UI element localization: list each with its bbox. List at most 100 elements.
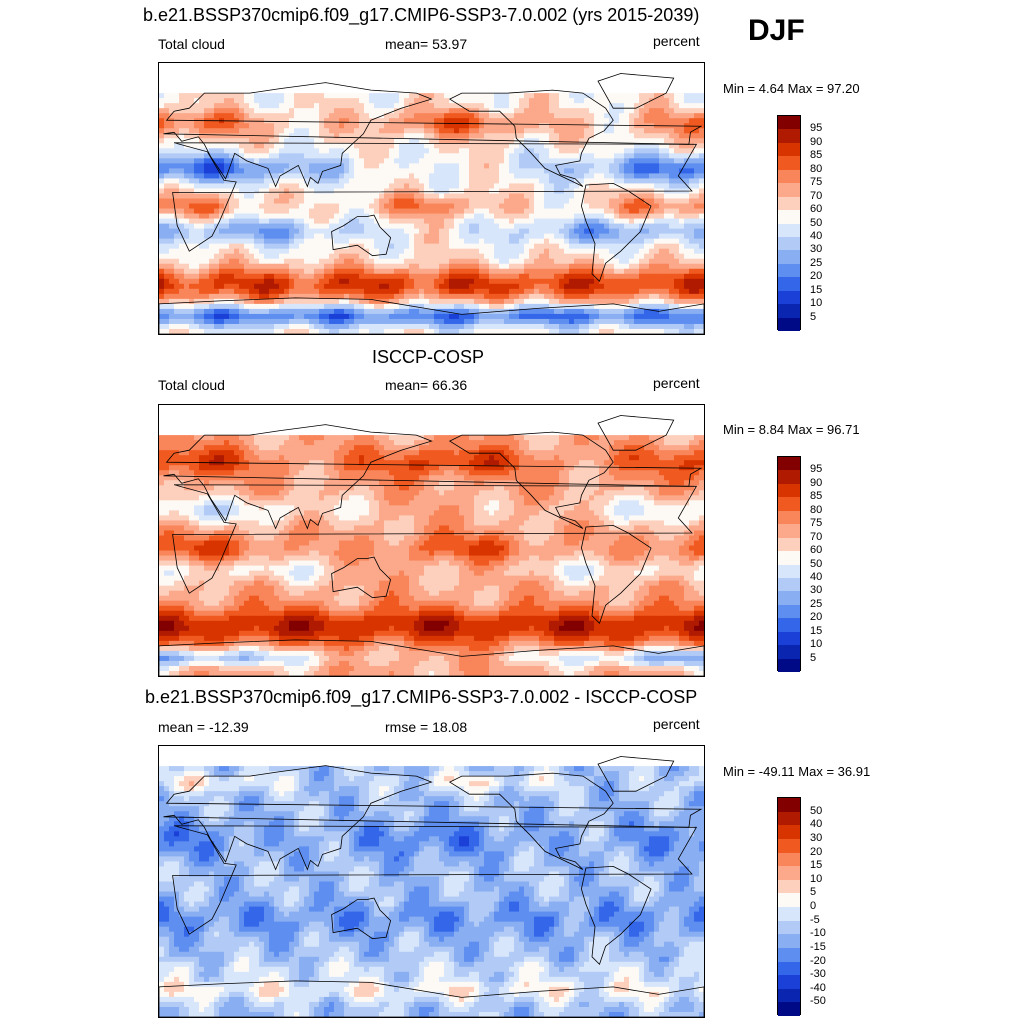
colorbar-swatch bbox=[778, 1002, 800, 1016]
colorbar-swatch bbox=[778, 156, 800, 170]
colorbar-swatch bbox=[778, 645, 800, 659]
coastline bbox=[159, 980, 704, 1017]
panel2-left-label: Total cloud bbox=[158, 377, 225, 393]
colorbar-tick-label: 10 bbox=[810, 297, 823, 310]
colorbar-tick-label: 20 bbox=[810, 611, 823, 624]
coastline bbox=[331, 214, 392, 257]
colorbar-tick-label: -15 bbox=[810, 940, 826, 953]
panel3-minmax: Min = -49.11 Max = 36.91 bbox=[723, 764, 871, 779]
colorbar-swatch bbox=[778, 798, 800, 812]
colorbar-tick-label: 80 bbox=[810, 503, 823, 516]
colorbar-swatch bbox=[778, 510, 800, 525]
colorbar-tick-label: 50 bbox=[810, 216, 823, 229]
colorbar-swatch bbox=[778, 183, 800, 197]
coastline bbox=[172, 484, 698, 594]
colorbar-swatch bbox=[778, 210, 800, 224]
coastline bbox=[448, 431, 614, 529]
colorbar-swatch bbox=[778, 236, 800, 251]
colorbar-swatch bbox=[778, 934, 800, 948]
map-canvas bbox=[159, 405, 704, 676]
colorbar-swatch bbox=[778, 223, 800, 237]
colorbar-swatch bbox=[778, 577, 800, 592]
colorbar-tick-label: 0 bbox=[810, 900, 817, 912]
colorbar-swatch bbox=[778, 524, 800, 538]
map-canvas bbox=[159, 746, 704, 1017]
colorbar-tick-label: 15 bbox=[810, 283, 823, 296]
colorbar-tick-label: 60 bbox=[810, 544, 823, 557]
colorbar-swatch bbox=[778, 838, 800, 853]
colorbar-swatch bbox=[778, 658, 800, 672]
colorbar-swatch bbox=[778, 893, 800, 907]
colorbar-tick-label: 5 bbox=[810, 651, 817, 664]
panel2-minmax: Min = 8.84 Max = 96.71 bbox=[723, 422, 860, 437]
panel1-minmax: Min = 4.64 Max = 97.20 bbox=[723, 81, 860, 96]
colorbar-swatch bbox=[778, 604, 800, 619]
colorbar-swatch bbox=[778, 866, 800, 880]
coastline bbox=[331, 897, 392, 940]
colorbar-tick-label: 85 bbox=[810, 149, 823, 162]
colorbar-swatch bbox=[778, 961, 800, 976]
coastline bbox=[448, 89, 614, 187]
coastline bbox=[597, 756, 675, 792]
colorbar-tick-label: 95 bbox=[810, 463, 823, 476]
coastline bbox=[580, 865, 652, 966]
coastline bbox=[448, 772, 614, 870]
colorbar-tick-label: 5 bbox=[810, 886, 817, 899]
colorbar-swatch bbox=[778, 304, 800, 318]
colorbar-tick-label: 5 bbox=[810, 310, 817, 323]
coastline bbox=[580, 182, 652, 283]
panel3-colorbar bbox=[777, 797, 801, 1016]
coastline bbox=[159, 297, 704, 334]
colorbar-swatch bbox=[778, 920, 800, 935]
colorbar-tick-label: 95 bbox=[810, 122, 823, 135]
colorbar-swatch bbox=[778, 196, 800, 211]
colorbar-swatch bbox=[778, 317, 800, 331]
coastline bbox=[163, 765, 703, 871]
colorbar-tick-label: 40 bbox=[810, 229, 823, 242]
coastline bbox=[597, 73, 675, 109]
colorbar-tick-label: 75 bbox=[810, 176, 823, 189]
panel2-units: percent bbox=[653, 375, 700, 391]
colorbar-tick-label: 50 bbox=[810, 557, 823, 570]
colorbar-swatch bbox=[778, 483, 800, 498]
panel1-title: b.e21.BSSP370cmip6.f09_g17.CMIP6-SSP3-7.… bbox=[143, 5, 700, 25]
colorbar-tick-label: 15 bbox=[810, 624, 823, 637]
panel3-center-label: rmse = 18.08 bbox=[385, 719, 468, 735]
colorbar-swatch bbox=[778, 947, 800, 962]
colorbar-swatch bbox=[778, 551, 800, 565]
panel2-title: ISCCP-COSP bbox=[372, 347, 485, 367]
coastline bbox=[172, 142, 698, 252]
panel2-center-label: mean= 66.36 bbox=[385, 377, 468, 393]
panel1-map bbox=[158, 62, 705, 335]
colorbar-tick-label: 50 bbox=[810, 804, 823, 817]
colorbar-tick-label: -5 bbox=[810, 913, 820, 926]
coastline bbox=[331, 556, 392, 599]
colorbar-swatch bbox=[778, 631, 800, 646]
colorbar-swatch bbox=[778, 879, 800, 894]
colorbar-tick-label: 40 bbox=[810, 818, 823, 831]
colorbar-swatch bbox=[778, 169, 800, 184]
panel3-title: b.e21.BSSP370cmip6.f09_g17.CMIP6-SSP3-7.… bbox=[145, 687, 698, 707]
colorbar-swatch bbox=[778, 129, 800, 143]
colorbar-swatch bbox=[778, 988, 800, 1003]
map-canvas bbox=[159, 63, 704, 334]
colorbar-swatch bbox=[778, 975, 800, 989]
colorbar-tick-label: 70 bbox=[810, 189, 823, 202]
colorbar-tick-label: -40 bbox=[810, 981, 826, 994]
colorbar-swatch bbox=[778, 591, 800, 605]
colorbar-tick-label: -10 bbox=[810, 927, 826, 940]
colorbar-tick-label: -50 bbox=[810, 995, 826, 1008]
colorbar-tick-label: 10 bbox=[810, 638, 823, 651]
colorbar-tick-label: 15 bbox=[810, 859, 823, 872]
colorbar-tick-label: 30 bbox=[810, 584, 823, 597]
colorbar-tick-label: 20 bbox=[810, 270, 823, 283]
colorbar-swatch bbox=[778, 263, 800, 278]
panel2-colorbar bbox=[777, 456, 801, 672]
colorbar-swatch bbox=[778, 564, 800, 578]
season-label: DJF bbox=[748, 14, 805, 47]
colorbar-tick-label: 85 bbox=[810, 490, 823, 503]
colorbar-swatch bbox=[778, 825, 800, 839]
colorbar-swatch bbox=[778, 497, 800, 511]
colorbar-tick-label: 25 bbox=[810, 256, 823, 269]
coastline bbox=[172, 825, 698, 935]
